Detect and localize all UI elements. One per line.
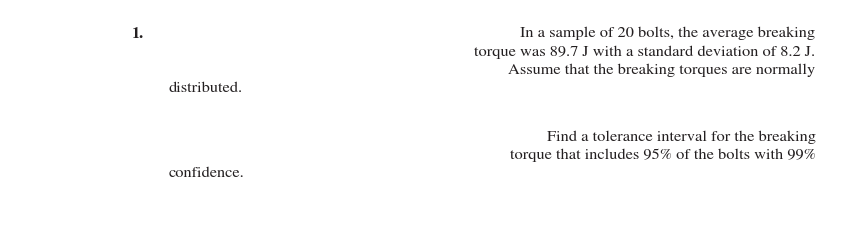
Text: 1.: 1. bbox=[132, 27, 144, 41]
Text: torque was 89.7 J with a standard deviation of 8.2 J.: torque was 89.7 J with a standard deviat… bbox=[474, 45, 815, 59]
Text: Find a tolerance interval for the breaking: Find a tolerance interval for the breaki… bbox=[546, 130, 815, 144]
Text: distributed.: distributed. bbox=[168, 82, 242, 95]
Text: confidence.: confidence. bbox=[168, 167, 244, 180]
Text: In a sample of 20 bolts, the average breaking: In a sample of 20 bolts, the average bre… bbox=[519, 27, 815, 40]
Text: torque that includes 95% of the bolts with 99%: torque that includes 95% of the bolts wi… bbox=[509, 149, 815, 162]
Text: Assume that the breaking torques are normally: Assume that the breaking torques are nor… bbox=[508, 64, 815, 77]
